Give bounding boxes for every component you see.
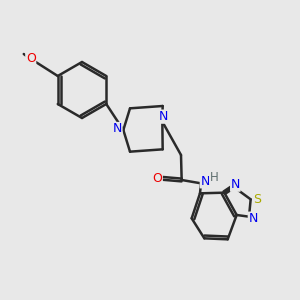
Text: N: N	[159, 110, 168, 123]
Text: S: S	[253, 193, 261, 206]
Text: N: N	[231, 178, 240, 191]
Text: H: H	[210, 171, 218, 184]
Text: N: N	[200, 175, 210, 188]
Text: O: O	[26, 52, 36, 65]
Text: O: O	[152, 172, 162, 185]
Text: N: N	[248, 212, 258, 225]
Text: N: N	[112, 122, 122, 136]
